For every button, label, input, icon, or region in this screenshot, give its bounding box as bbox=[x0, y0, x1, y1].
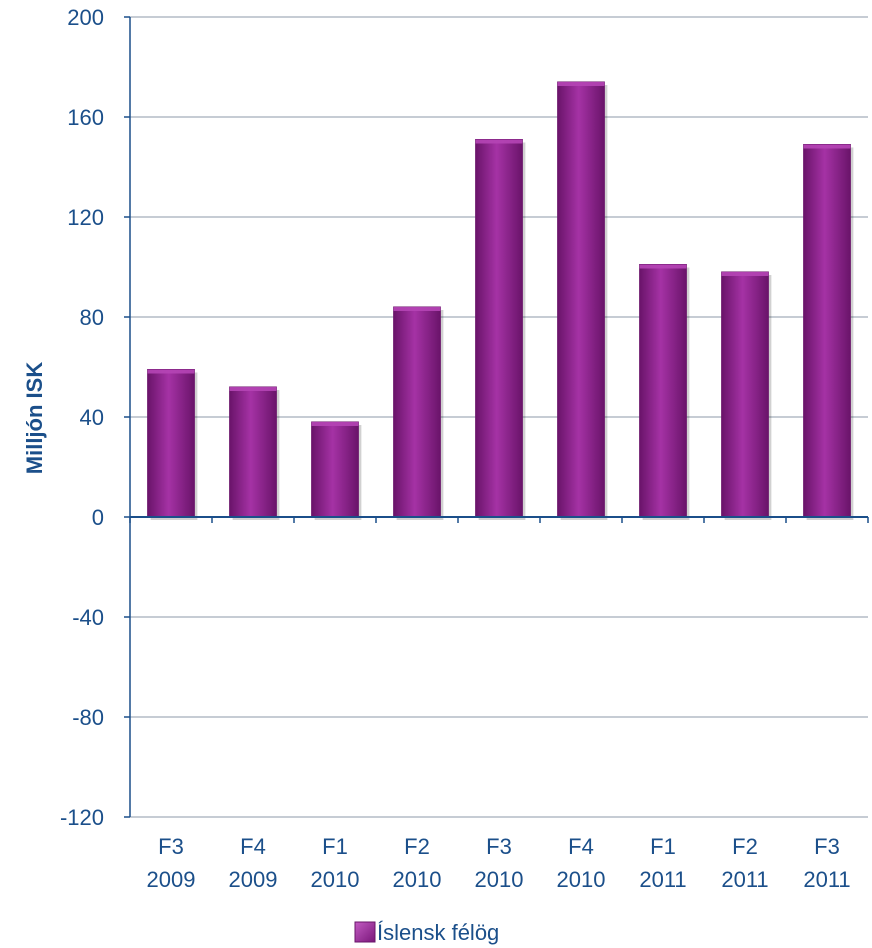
x-tick-label: F2 bbox=[404, 834, 430, 859]
y-tick-label: -40 bbox=[72, 605, 104, 630]
bar-top-highlight bbox=[311, 422, 359, 426]
bar bbox=[557, 81, 605, 518]
bar-top-highlight bbox=[721, 272, 769, 276]
bar-top-highlight bbox=[147, 369, 195, 374]
y-tick-label: 160 bbox=[67, 105, 104, 130]
x-tick-label: 2009 bbox=[147, 867, 196, 892]
y-tick-label: -80 bbox=[72, 705, 104, 730]
bar bbox=[393, 306, 441, 518]
bar-top-highlight bbox=[557, 82, 605, 86]
legend: Íslensk félög bbox=[354, 920, 499, 945]
axes bbox=[129, 17, 869, 817]
y-axis-label: Milljón ISK bbox=[22, 362, 47, 475]
legend-label: Íslensk félög bbox=[377, 920, 499, 945]
x-tick-label: 2010 bbox=[311, 867, 360, 892]
legend-swatch bbox=[354, 921, 376, 943]
bar bbox=[803, 144, 851, 518]
x-tick-label: F4 bbox=[568, 834, 594, 859]
bar-top-highlight bbox=[393, 307, 441, 311]
y-tick-label: 120 bbox=[67, 205, 104, 230]
y-tick-label: -120 bbox=[60, 805, 104, 830]
x-tick-label: F2 bbox=[732, 834, 758, 859]
bar-top-highlight bbox=[475, 139, 523, 144]
x-tick-label: 2010 bbox=[557, 867, 606, 892]
y-tick-label: 0 bbox=[92, 505, 104, 530]
x-tick-label: F3 bbox=[486, 834, 512, 859]
bar bbox=[721, 271, 769, 518]
x-tick-label: 2011 bbox=[803, 867, 850, 892]
bar bbox=[229, 386, 277, 518]
x-tick-label: 2010 bbox=[475, 867, 524, 892]
x-tick-label: F1 bbox=[322, 834, 348, 859]
x-tick-label: 2010 bbox=[393, 867, 442, 892]
x-tick-labels: F3 2009 F4 2009 F1 2010 F2 2010 F3 2010 F4 2010 F1 20… bbox=[147, 834, 851, 892]
y-tick-labels: 200 160 120 80 40 0 -40 -80 -120 bbox=[60, 5, 104, 830]
x-tick-label: F1 bbox=[650, 834, 676, 859]
y-tick-label: 80 bbox=[80, 305, 104, 330]
x-tick-label: 2009 bbox=[229, 867, 278, 892]
x-tick-label: 2011 bbox=[721, 867, 768, 892]
y-tick-label: 200 bbox=[67, 5, 104, 30]
bars bbox=[147, 81, 854, 520]
bar bbox=[475, 139, 523, 518]
bar-top-highlight bbox=[803, 144, 851, 149]
bar bbox=[639, 264, 687, 518]
bar bbox=[311, 421, 359, 518]
x-tick-label: 2011 bbox=[639, 867, 686, 892]
bar bbox=[147, 369, 195, 518]
x-tick-label: F4 bbox=[240, 834, 266, 859]
bar-top-highlight bbox=[229, 387, 277, 391]
bar-top-highlight bbox=[639, 264, 687, 269]
y-tick-label: 40 bbox=[80, 405, 104, 430]
x-tick-label: F3 bbox=[158, 834, 184, 859]
x-tick-label: F3 bbox=[814, 834, 840, 859]
